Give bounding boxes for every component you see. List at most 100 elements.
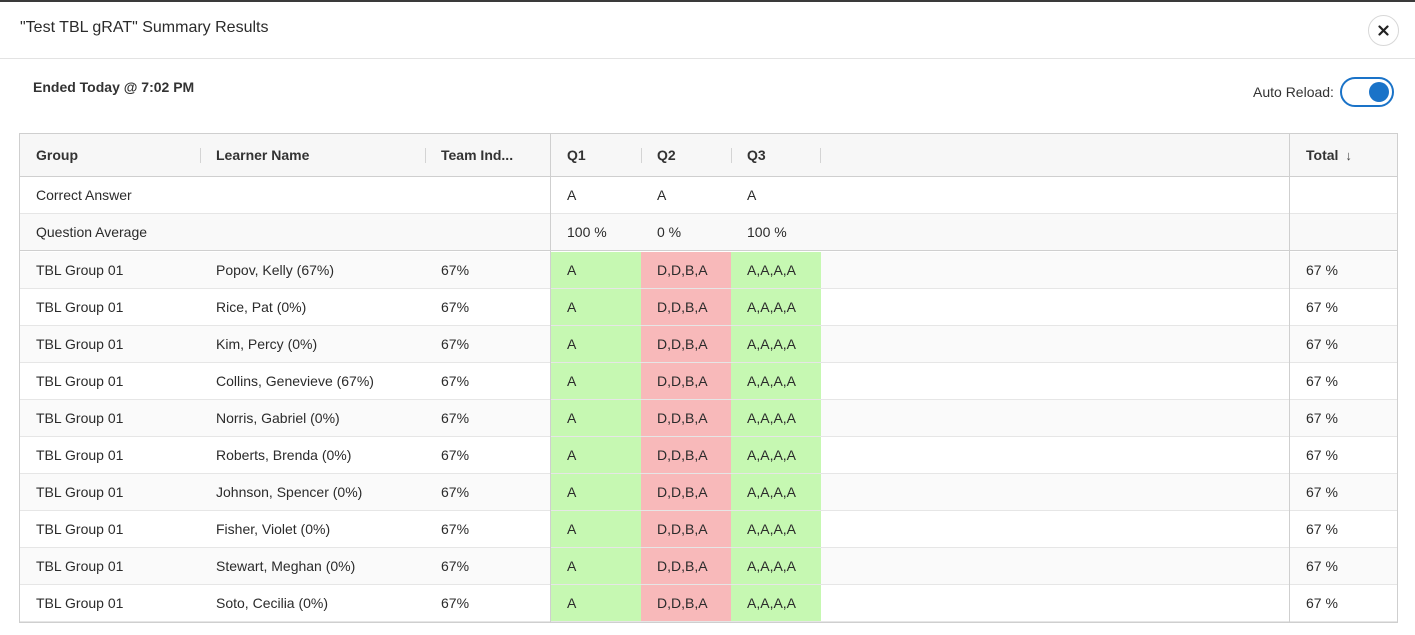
cell-total: 67 % [1306, 410, 1338, 426]
cell-learner-name: Rice, Pat (0%) [216, 299, 307, 315]
cell-q3: A,A,A,A [731, 326, 821, 362]
close-button[interactable] [1368, 15, 1399, 46]
cell-team-ind: 67% [441, 373, 470, 389]
table-row[interactable]: TBL Group 01 Johnson, Spencer (0%) 67% A D,D… [20, 474, 1397, 511]
question-average-row: Question Average 100 % 0 % 100 % [20, 214, 1397, 251]
cell-q3: A,A,A,A [731, 289, 821, 325]
table-row[interactable]: TBL Group 01 Collins, Genevieve (67%) 67% A… [20, 363, 1397, 400]
correct-answer-q1: A [567, 187, 577, 203]
ended-status: Ended Today @ 7:02 PM [33, 79, 195, 95]
question-average-q3: 100 % [747, 224, 787, 240]
cell-q3: A,A,A,A [731, 511, 821, 547]
question-average-q1: 100 % [567, 224, 607, 240]
cell-group: TBL Group 01 [36, 484, 124, 500]
cell-q3: A,A,A,A [731, 548, 821, 584]
cell-total: 67 % [1306, 262, 1338, 278]
column-resize-handle[interactable] [200, 148, 201, 163]
cell-q2: D,D,B,A [641, 548, 731, 584]
table-row[interactable]: TBL Group 01 Norris, Gabriel (0%) 67% A D,D,… [20, 400, 1397, 437]
table-row[interactable]: TBL Group 01 Stewart, Meghan (0%) 67% A D,D,… [20, 548, 1397, 585]
column-resize-handle[interactable] [641, 148, 642, 163]
results-grid: Group Learner Name Team Ind... Q1 Q2 Q3 … [19, 133, 1398, 623]
cell-q1: A [551, 363, 641, 399]
pinned-right-divider [1289, 134, 1290, 622]
cell-group: TBL Group 01 [36, 336, 124, 352]
cell-learner-name: Norris, Gabriel (0%) [216, 410, 340, 426]
cell-q3: A,A,A,A [731, 474, 821, 510]
cell-q3: A,A,A,A [731, 363, 821, 399]
cell-q2: D,D,B,A [641, 437, 731, 473]
cell-q1: A [551, 252, 641, 288]
auto-reload-label: Auto Reload: [1253, 84, 1334, 100]
column-header-total[interactable]: Total ↓ [1290, 134, 1397, 176]
cell-learner-name: Stewart, Meghan (0%) [216, 558, 356, 574]
cell-q1: A [551, 548, 641, 584]
pinned-left-divider [550, 134, 551, 622]
cell-group: TBL Group 01 [36, 595, 124, 611]
column-header-q1[interactable]: Q1 [567, 147, 586, 163]
cell-learner-name: Kim, Percy (0%) [216, 336, 318, 352]
column-resize-handle[interactable] [820, 148, 821, 163]
cell-q3: A,A,A,A [731, 437, 821, 473]
cell-q1: A [551, 585, 641, 621]
cell-group: TBL Group 01 [36, 299, 124, 315]
cell-team-ind: 67% [441, 558, 470, 574]
cell-learner-name: Fisher, Violet (0%) [216, 521, 331, 537]
cell-group: TBL Group 01 [36, 262, 124, 278]
cell-team-ind: 67% [441, 336, 470, 352]
cell-q2: D,D,B,A [641, 585, 731, 621]
cell-q1: A [551, 400, 641, 436]
table-row[interactable]: TBL Group 01 Rice, Pat (0%) 67% A D,D,B,A A,A… [20, 289, 1397, 326]
cell-team-ind: 67% [441, 262, 470, 278]
cell-total: 67 % [1306, 299, 1338, 315]
auto-reload-control: Auto Reload: [1253, 77, 1394, 107]
dialog-title: "Test TBL gRAT" Summary Results [20, 19, 269, 36]
column-header-q3[interactable]: Q3 [747, 147, 766, 163]
cell-team-ind: 67% [441, 595, 470, 611]
auto-reload-toggle[interactable] [1339, 77, 1394, 107]
cell-learner-name: Popov, Kelly (67%) [216, 262, 335, 278]
table-row[interactable]: TBL Group 01 Kim, Percy (0%) 67% A D,D,B,A A,… [20, 326, 1397, 363]
correct-answer-q2: A [657, 187, 667, 203]
cell-q1: A [551, 511, 641, 547]
column-header-q2[interactable]: Q2 [657, 147, 676, 163]
cell-group: TBL Group 01 [36, 447, 124, 463]
cell-total: 67 % [1306, 447, 1338, 463]
cell-team-ind: 67% [441, 299, 470, 315]
cell-total: 67 % [1306, 558, 1338, 574]
total-header-label: Total [1306, 147, 1339, 163]
cell-team-ind: 67% [441, 521, 470, 537]
top-strip [0, 0, 1415, 2]
grid-header-row: Group Learner Name Team Ind... Q1 Q2 Q3 … [20, 134, 1397, 177]
cell-q3: A,A,A,A [731, 585, 821, 621]
cell-team-ind: 67% [441, 410, 470, 426]
column-header-group[interactable]: Group [36, 147, 78, 163]
cell-q1: A [551, 437, 641, 473]
sort-descending-icon: ↓ [1345, 147, 1352, 163]
cell-q2: D,D,B,A [641, 289, 731, 325]
table-row[interactable]: TBL Group 01 Roberts, Brenda (0%) 67% A D,D,… [20, 437, 1397, 474]
cell-q1: A [551, 289, 641, 325]
cell-q1: A [551, 326, 641, 362]
cell-group: TBL Group 01 [36, 558, 124, 574]
column-header-team-ind[interactable]: Team Ind... [441, 147, 514, 163]
column-resize-handle[interactable] [731, 148, 732, 163]
table-row[interactable]: TBL Group 01 Fisher, Violet (0%) 67% A D,D,B… [20, 511, 1397, 548]
question-average-label: Question Average [36, 224, 148, 240]
cell-learner-name: Soto, Cecilia (0%) [216, 595, 329, 611]
dialog-header: "Test TBL gRAT" Summary Results [0, 2, 1415, 59]
column-resize-handle[interactable] [425, 148, 426, 163]
table-row[interactable]: TBL Group 01 Popov, Kelly (67%) 67% A D,D,B,… [20, 252, 1397, 289]
cell-total: 67 % [1306, 484, 1338, 500]
cell-total: 67 % [1306, 595, 1338, 611]
cell-group: TBL Group 01 [36, 410, 124, 426]
cell-q3: A,A,A,A [731, 252, 821, 288]
cell-group: TBL Group 01 [36, 521, 124, 537]
cell-q2: D,D,B,A [641, 326, 731, 362]
cell-total: 67 % [1306, 521, 1338, 537]
cell-learner-name: Collins, Genevieve (67%) [216, 373, 374, 389]
column-header-learner-name[interactable]: Learner Name [216, 147, 310, 163]
close-icon [1378, 25, 1389, 36]
table-row[interactable]: TBL Group 01 Soto, Cecilia (0%) 67% A D,D,B,… [20, 585, 1397, 622]
cell-learner-name: Johnson, Spencer (0%) [216, 484, 363, 500]
